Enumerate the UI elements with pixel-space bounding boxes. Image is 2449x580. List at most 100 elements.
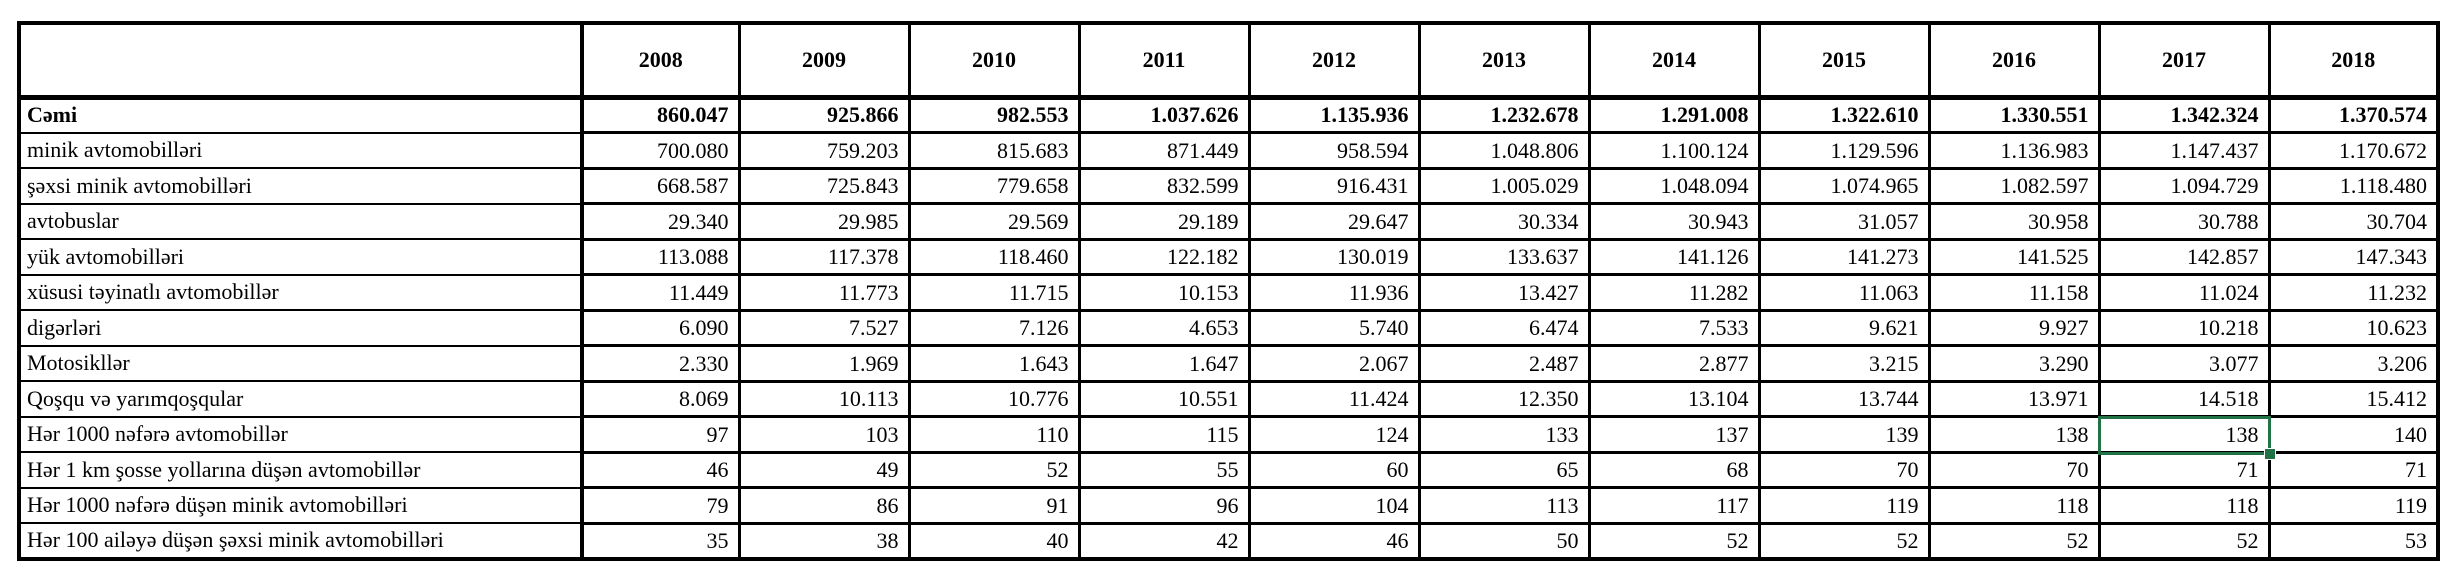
cell[interactable]: 1.129.596	[1757, 132, 1929, 170]
cell[interactable]: 1.135.936	[1247, 97, 1419, 134]
cell[interactable]: 1.322.610	[1757, 97, 1929, 134]
cell[interactable]: 133	[1417, 416, 1589, 454]
cell[interactable]: 2.487	[1417, 345, 1589, 383]
cell[interactable]: 11.773	[737, 274, 909, 312]
cell[interactable]: 759.203	[737, 132, 909, 170]
cell[interactable]: 46	[580, 452, 739, 489]
cell[interactable]: 871.449	[1077, 132, 1249, 170]
row-label[interactable]: Qoşqu və yarımqoşqular	[19, 381, 584, 418]
row-label[interactable]: Cəmi	[19, 97, 584, 134]
cell[interactable]: 52	[1927, 523, 2099, 560]
cell[interactable]: 700.080	[580, 132, 739, 170]
cell[interactable]: 916.431	[1247, 168, 1419, 205]
cell[interactable]: 52	[1587, 523, 1759, 560]
cell[interactable]: 141.126	[1587, 239, 1759, 276]
cell[interactable]: 13.744	[1757, 381, 1929, 418]
year-header-2018[interactable]: 2018	[2267, 23, 2438, 100]
cell[interactable]: 6.090	[580, 310, 739, 347]
cell[interactable]: 1.136.983	[1927, 132, 2099, 170]
cell[interactable]: 13.971	[1927, 381, 2099, 418]
row-label[interactable]: Hər 1000 nəfərə avtomobillər	[19, 416, 584, 453]
cell[interactable]: 2.067	[1247, 345, 1419, 383]
cell[interactable]: 142.857	[2097, 239, 2269, 276]
row-label[interactable]: xüsusi təyinatlı avtomobillər	[19, 274, 584, 311]
cell[interactable]: 1.048.806	[1417, 132, 1589, 170]
row-label[interactable]: minik avtomobilləri	[19, 132, 584, 169]
cell[interactable]: 124	[1247, 416, 1419, 454]
cell[interactable]: 1.170.672	[2267, 132, 2438, 170]
year-header-2011[interactable]: 2011	[1077, 23, 1249, 100]
cell[interactable]: 110	[907, 416, 1079, 454]
cell[interactable]: 11.024	[2097, 274, 2269, 312]
cell[interactable]: 52	[2097, 523, 2269, 560]
cell[interactable]: 1.643	[907, 345, 1079, 383]
cell[interactable]: 118	[1927, 487, 2099, 525]
cell[interactable]: 3.215	[1757, 345, 1929, 383]
cell[interactable]: 668.587	[580, 168, 739, 205]
cell[interactable]: 14.518	[2097, 381, 2269, 418]
cell[interactable]: 958.594	[1247, 132, 1419, 170]
year-header-2014[interactable]: 2014	[1587, 23, 1759, 100]
row-label[interactable]: Hər 1 km şosse yollarına düşən avtomobil…	[19, 452, 584, 489]
year-header-2010[interactable]: 2010	[907, 23, 1079, 100]
year-header-2017[interactable]: 2017	[2097, 23, 2269, 100]
row-label[interactable]: Hər 1000 nəfərə düşən minik avtomobillər…	[19, 487, 584, 524]
cell[interactable]: 10.218	[2097, 310, 2269, 347]
cell[interactable]: 11.424	[1247, 381, 1419, 418]
cell[interactable]: 11.282	[1587, 274, 1759, 312]
cell[interactable]: 832.599	[1077, 168, 1249, 205]
cell[interactable]: 30.788	[2097, 203, 2269, 241]
cell[interactable]: 53	[2267, 523, 2438, 560]
cell[interactable]: 2.330	[580, 345, 739, 383]
cell[interactable]: 1.232.678	[1417, 97, 1589, 134]
row-label[interactable]: Hər 100 ailəyə düşən şəxsi minik avtomob…	[19, 523, 584, 560]
cell[interactable]: 1.969	[737, 345, 909, 383]
cell[interactable]: 60	[1247, 452, 1419, 489]
cell[interactable]: 7.126	[907, 310, 1079, 347]
cell[interactable]: 5.740	[1247, 310, 1419, 347]
cell[interactable]: 113.088	[580, 239, 739, 276]
cell[interactable]: 6.474	[1417, 310, 1589, 347]
cell[interactable]: 130.019	[1247, 239, 1419, 276]
cell[interactable]: 70	[1927, 452, 2099, 489]
cell[interactable]: 7.527	[737, 310, 909, 347]
year-header-2009[interactable]: 2009	[737, 23, 909, 100]
cell[interactable]: 2.877	[1587, 345, 1759, 383]
cell[interactable]: 10.551	[1077, 381, 1249, 418]
cell[interactable]: 29.647	[1247, 203, 1419, 241]
year-header-2013[interactable]: 2013	[1417, 23, 1589, 100]
cell[interactable]: 86	[737, 487, 909, 525]
cell[interactable]: 29.189	[1077, 203, 1249, 241]
cell[interactable]: 42	[1077, 523, 1249, 560]
cell[interactable]: 11.232	[2267, 274, 2438, 312]
cell[interactable]: 725.843	[737, 168, 909, 205]
cell[interactable]: 12.350	[1417, 381, 1589, 418]
row-label[interactable]: yük avtomobilləri	[19, 239, 584, 276]
cell[interactable]: 1.100.124	[1587, 132, 1759, 170]
cell[interactable]: 8.069	[580, 381, 739, 418]
cell[interactable]: 4.653	[1077, 310, 1249, 347]
year-header-2015[interactable]: 2015	[1757, 23, 1929, 100]
cell[interactable]: 122.182	[1077, 239, 1249, 276]
cell[interactable]: 115	[1077, 416, 1249, 454]
cell[interactable]: 30.958	[1927, 203, 2099, 241]
cell[interactable]: 68	[1587, 452, 1759, 489]
cell[interactable]: 9.927	[1927, 310, 2099, 347]
cell[interactable]: 30.334	[1417, 203, 1589, 241]
cell[interactable]: 52	[1757, 523, 1929, 560]
cell[interactable]: 31.057	[1757, 203, 1929, 241]
cell[interactable]: 113	[1417, 487, 1589, 525]
cell[interactable]: 52	[907, 452, 1079, 489]
cell[interactable]: 3.077	[2097, 345, 2269, 383]
cell[interactable]: 141.525	[1927, 239, 2099, 276]
cell[interactable]: 49	[737, 452, 909, 489]
cell[interactable]: 15.412	[2267, 381, 2438, 418]
cell[interactable]: 1.370.574	[2267, 97, 2438, 134]
cell[interactable]: 30.943	[1587, 203, 1759, 241]
cell[interactable]: 1.330.551	[1927, 97, 2099, 134]
cell[interactable]: 30.704	[2267, 203, 2438, 241]
cell[interactable]: 3.290	[1927, 345, 2099, 383]
cell[interactable]: 137	[1587, 416, 1759, 454]
cell[interactable]: 11.715	[907, 274, 1079, 312]
cell[interactable]: 1.005.029	[1417, 168, 1589, 205]
